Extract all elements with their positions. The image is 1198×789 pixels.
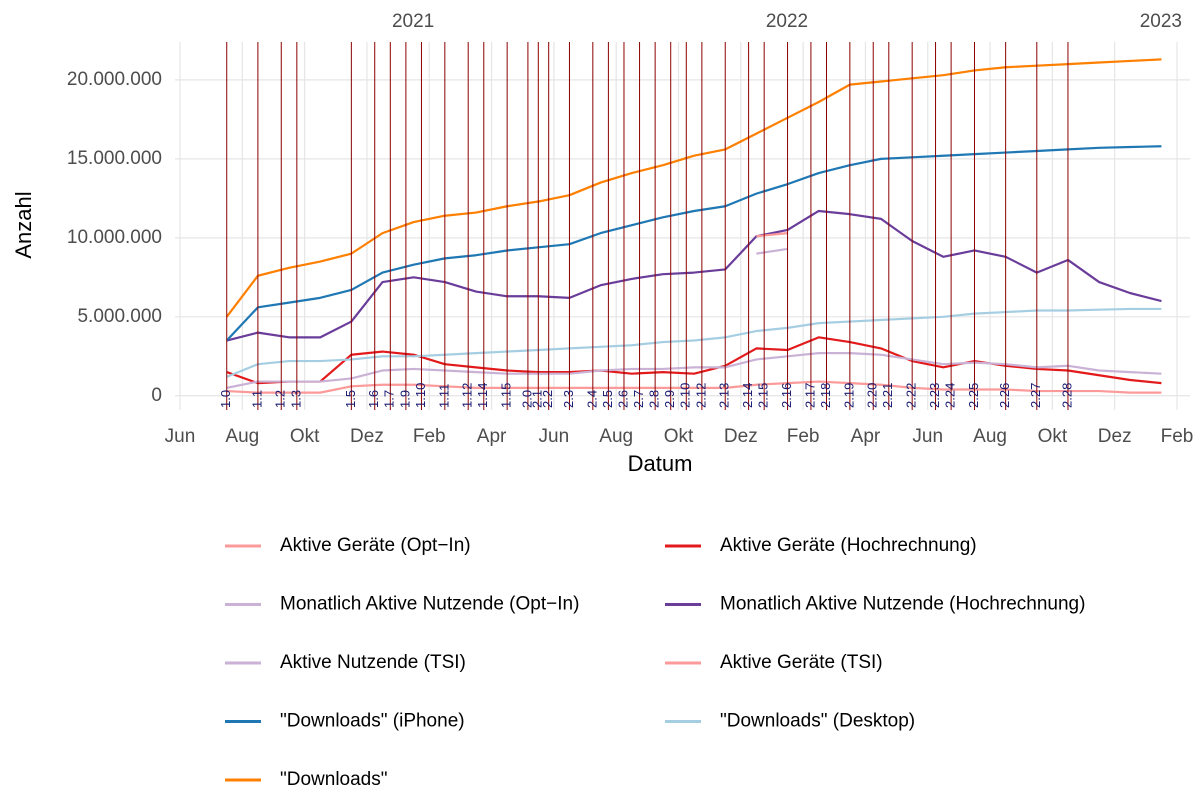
- version-label: 1.7: [382, 390, 397, 408]
- version-label: 2.28: [1059, 383, 1074, 408]
- legend-label: Aktive Geräte (TSI): [720, 652, 883, 673]
- version-label: 2.16: [779, 383, 794, 408]
- version-label: 2.9: [662, 390, 677, 408]
- series-line: [756, 232, 788, 238]
- version-label: 2.20: [865, 383, 880, 408]
- version-label: 2.17: [802, 383, 817, 408]
- legend-label: Monatlich Aktive Nutzende (Opt−In): [280, 594, 579, 615]
- version-label: 2.22: [904, 383, 919, 408]
- version-label: 1.11: [436, 384, 451, 408]
- y-tick-label: 0: [151, 385, 162, 406]
- x-tick-label: Apr: [477, 426, 507, 447]
- version-label: 2.26: [997, 383, 1012, 408]
- x-tick-label: Aug: [973, 426, 1007, 447]
- version-label: 1.5: [343, 390, 358, 408]
- version-label: 1.1: [249, 390, 264, 408]
- version-label: 2.21: [880, 383, 895, 408]
- version-label: 1.6: [366, 390, 381, 408]
- x-tick-label: Jun: [165, 426, 196, 447]
- version-label: 2.8: [647, 390, 662, 408]
- legend-label: Monatlich Aktive Nutzende (Hochrechnung): [720, 594, 1085, 615]
- version-label: 2.15: [756, 383, 771, 408]
- x-tick-label: Dez: [724, 426, 758, 447]
- version-label: 2.25: [966, 383, 981, 408]
- version-label: 2.19: [841, 383, 856, 408]
- year-label: 2023: [1140, 11, 1182, 32]
- version-label: 2.5: [600, 390, 615, 408]
- x-tick-label: Aug: [225, 426, 259, 447]
- x-axis-title: Datum: [628, 451, 693, 476]
- x-tick-label: Okt: [1038, 426, 1068, 447]
- x-tick-label: Jun: [912, 426, 943, 447]
- x-tick-label: Jun: [539, 426, 570, 447]
- x-tick-label: Aug: [599, 426, 633, 447]
- x-tick-label: Okt: [290, 426, 320, 447]
- y-tick-label: 10.000.000: [67, 227, 162, 248]
- x-tick-label: Feb: [787, 426, 820, 447]
- legend-label: "Downloads": [280, 769, 388, 789]
- legend-label: "Downloads" (iPhone): [280, 711, 465, 732]
- x-tick-label: Apr: [851, 426, 881, 447]
- version-label: 1.14: [475, 383, 490, 408]
- year-label: 2022: [766, 11, 808, 32]
- x-tick-label: Feb: [413, 426, 446, 447]
- version-label: 1.10: [413, 383, 428, 408]
- version-label: 1.15: [499, 383, 514, 408]
- version-label: 2.3: [561, 390, 576, 408]
- version-label: 1.12: [460, 383, 475, 408]
- year-label: 2021: [392, 11, 434, 32]
- series-line: [756, 247, 788, 255]
- version-label: 2.10: [678, 383, 693, 408]
- version-label: 2.0: [519, 390, 534, 408]
- y-axis-title: Anzahl: [11, 191, 36, 258]
- version-label: 2.7: [631, 390, 646, 408]
- version-label: 2.6: [615, 390, 630, 408]
- legend-label: Aktive Geräte (Opt−In): [280, 535, 471, 556]
- x-tick-label: Feb: [1161, 426, 1194, 447]
- legend-label: Aktive Geräte (Hochrechnung): [720, 535, 977, 556]
- version-label: 1.9: [397, 390, 412, 408]
- y-tick-label: 15.000.000: [67, 148, 162, 169]
- legend-label: Aktive Nutzende (TSI): [280, 652, 466, 673]
- x-tick-label: Okt: [664, 426, 694, 447]
- y-tick-label: 20.000.000: [67, 69, 162, 90]
- version-label: 1.3: [288, 390, 303, 408]
- version-label: 2.4: [584, 390, 599, 408]
- version-label: 2.13: [717, 383, 732, 408]
- version-label: 1.0: [218, 390, 233, 408]
- x-tick-label: Dez: [1098, 426, 1132, 447]
- version-label: 2.23: [927, 383, 942, 408]
- version-label: 2.18: [818, 383, 833, 408]
- x-tick-label: Dez: [350, 426, 384, 447]
- version-label: 2.12: [693, 383, 708, 408]
- version-label: 2.24: [943, 383, 958, 408]
- legend-label: "Downloads" (Desktop): [720, 711, 915, 732]
- version-label: 2.1: [530, 390, 545, 408]
- version-label: 2.27: [1028, 383, 1043, 408]
- version-label: 2.2: [540, 390, 555, 408]
- version-label: 2.14: [740, 383, 755, 408]
- version-label: 1.2: [273, 390, 288, 408]
- y-tick-label: 5.000.000: [77, 306, 162, 327]
